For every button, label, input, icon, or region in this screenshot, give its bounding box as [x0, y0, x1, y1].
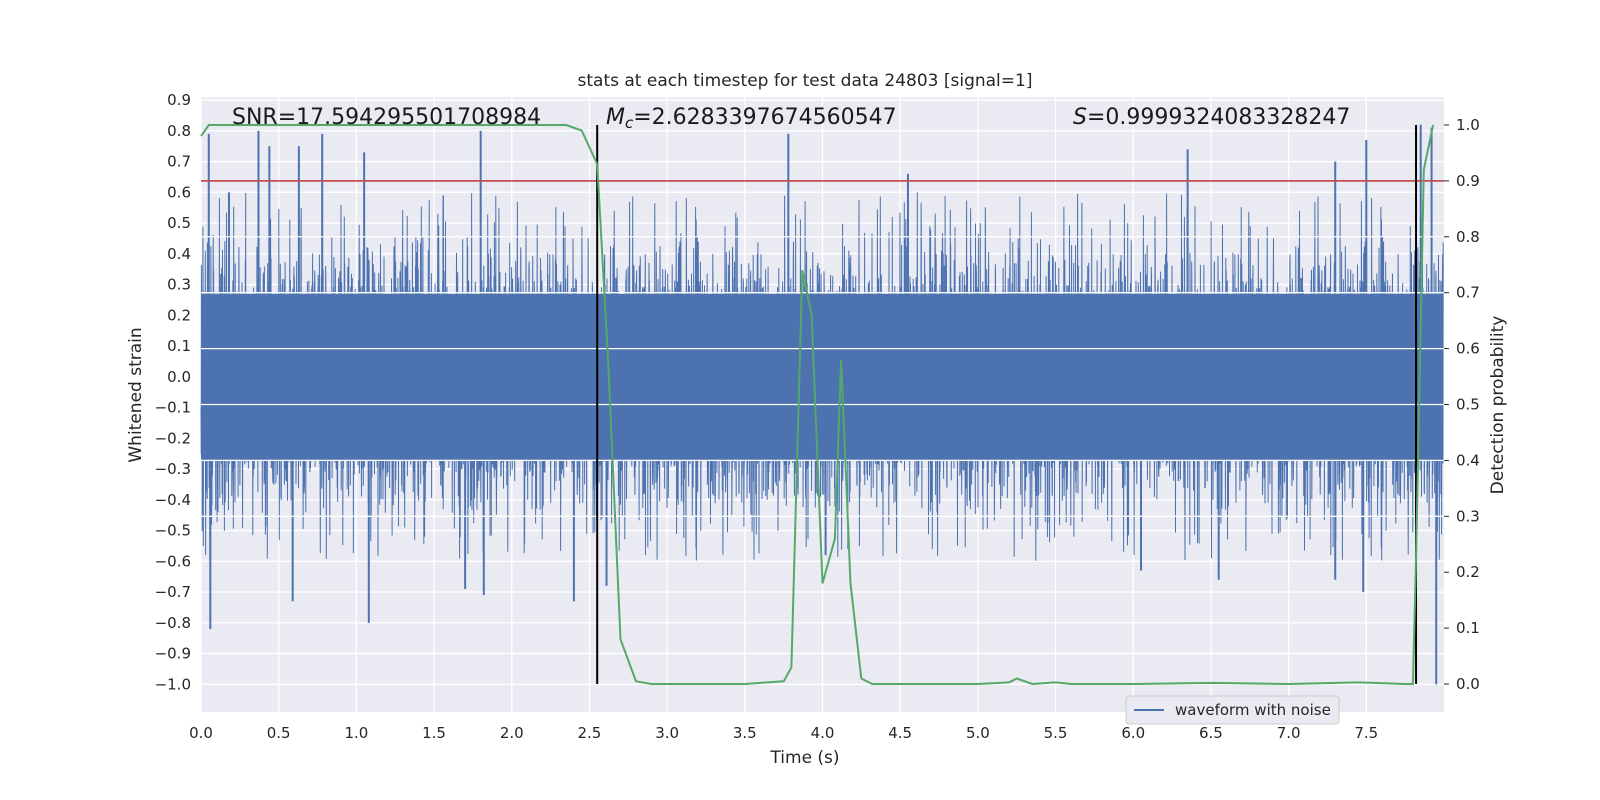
x-tick-label: 3.5	[733, 724, 757, 742]
legend: waveform with noise	[1125, 695, 1340, 725]
y-tick-label: 0.9	[167, 91, 191, 109]
x-tick-label: 4.5	[888, 724, 912, 742]
y-tick-label: 0.4	[167, 245, 191, 263]
y2-tick-label: 0.3	[1456, 507, 1480, 525]
mc-subscript: c	[625, 114, 634, 132]
x-tick-label: 6.0	[1121, 724, 1145, 742]
x-tick-label: 5.5	[1044, 724, 1068, 742]
y-axis-label: Whitened strain	[126, 327, 146, 462]
probability-line	[200, 124, 1435, 686]
y-tick-label: 0.6	[167, 183, 191, 201]
y2-axis-label: Detection probability	[1488, 316, 1508, 495]
y-tick-label: −1.0	[155, 675, 191, 693]
y2-tick-label: 0.4	[1456, 451, 1480, 469]
legend-label: waveform with noise	[1175, 701, 1331, 719]
y-tick-label: −0.6	[155, 552, 191, 570]
y2-tick-label: 0.6	[1456, 340, 1480, 358]
snr-annotation: SNR=17.594295501708984	[232, 105, 541, 130]
y-tick-label: 0.8	[167, 122, 191, 140]
y2-tick-label: 0.8	[1456, 228, 1480, 246]
y-tick-label: 0.7	[167, 153, 191, 171]
s-value: =0.9999324083328247	[1087, 105, 1350, 130]
y-tick-label: 0.1	[167, 337, 191, 355]
x-tick-label: 2.0	[500, 724, 524, 742]
chart-title: stats at each timestep for test data 248…	[578, 71, 1033, 91]
x-tick-label: 4.0	[811, 724, 835, 742]
x-tick-label: 5.0	[966, 724, 990, 742]
y2-tick-label: 0.9	[1456, 172, 1480, 190]
x-tick-label: 7.0	[1277, 724, 1301, 742]
y-tick-label: 0.2	[167, 306, 191, 324]
y-axis: 0.9 0.8 0.7 0.6 0.5 0.4 0.3 0.2 0.1 0.0 −0.1 −0.2 −0…	[155, 91, 191, 693]
x-tick-label: 7.5	[1354, 724, 1378, 742]
y2-tick-label: 1.0	[1456, 116, 1480, 134]
y2-tick-label: 0.7	[1456, 284, 1480, 302]
y-tick-label: −0.9	[155, 645, 191, 663]
y2-tick-label: 0.5	[1456, 396, 1480, 414]
mc-annotation: Mc=2.6283397674560547	[606, 105, 897, 132]
y-tick-label: −0.5	[155, 522, 191, 540]
y-tick-label: −0.8	[155, 614, 191, 632]
y2-tick-label: 0.0	[1456, 675, 1480, 693]
y-tick-label: −0.1	[155, 399, 191, 417]
y-tick-label: −0.7	[155, 583, 191, 601]
waveform-series	[200, 124, 1444, 685]
overlay-lines	[200, 124, 1444, 686]
x-axis: 0.0 0.5 1.0 1.5 2.0 2.5 3.0 3.5 4.0 4.5 5.0 5.5 6.0 6…	[189, 724, 1378, 742]
s-annotation: S=0.9999324083328247	[1073, 105, 1350, 130]
y-tick-label: −0.3	[155, 460, 191, 478]
x-tick-label: 1.5	[422, 724, 446, 742]
y-tick-label: −0.2	[155, 429, 191, 447]
x-tick-label: 1.0	[344, 724, 368, 742]
x-axis-label: Time (s)	[769, 748, 839, 768]
legend-box	[1125, 695, 1340, 725]
y2-tick-label: 0.2	[1456, 563, 1480, 581]
y2-axis: 1.0 0.9 0.8 0.7 0.6 0.5 0.4 0.3 0.2 0.1 0.0	[1444, 116, 1480, 693]
x-tick-label: 3.0	[655, 724, 679, 742]
y-tick-label: 0.5	[167, 214, 191, 232]
x-tick-label: 2.5	[578, 724, 602, 742]
grid-overlay	[201, 236, 1444, 517]
y-tick-label: 0.0	[167, 368, 191, 386]
waveform-core	[201, 293, 1444, 460]
y-tick-label: 0.3	[167, 276, 191, 294]
s-symbol: S	[1073, 105, 1087, 130]
y-tick-label: −0.4	[155, 491, 191, 509]
x-tick-label: 0.0	[189, 724, 213, 742]
x-tick-label: 0.5	[267, 724, 291, 742]
mc-value: =2.6283397674560547	[633, 105, 896, 130]
y2-tick-label: 0.1	[1456, 619, 1480, 637]
mc-symbol: M	[606, 105, 625, 130]
x-tick-label: 6.5	[1199, 724, 1223, 742]
